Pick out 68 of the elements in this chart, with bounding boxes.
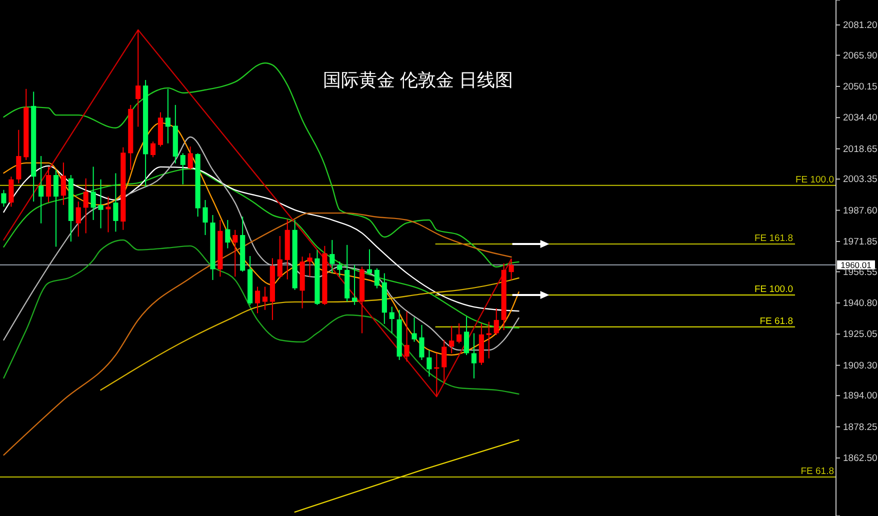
candlestick: [1, 189, 6, 208]
candlestick: [352, 264, 358, 306]
candlestick: [494, 308, 499, 336]
y-tick-label: 1894.00: [843, 390, 878, 402]
line-series: [3, 239, 520, 395]
candlestick: [113, 172, 118, 232]
candlestick: [76, 201, 81, 238]
candlestick: [150, 141, 156, 158]
y-tick-label: 1909.30: [843, 360, 878, 372]
candlestick: [46, 166, 52, 204]
candlestick: [225, 219, 230, 249]
y-tick-label: 1925.05: [843, 329, 878, 340]
ref-line-label: FE 61.8: [800, 466, 834, 477]
candlestick: [419, 324, 424, 360]
ref-line-label: FE 100.0: [754, 284, 793, 296]
line-series: [100, 277, 520, 391]
candlestick: [330, 239, 335, 274]
candlestick: [262, 286, 268, 310]
ref-line-label: FE 61.8: [760, 316, 793, 327]
candlestick: [426, 350, 432, 378]
line-series: [3, 212, 512, 456]
y-tick-label: 2081.20: [843, 20, 878, 31]
candlestick: [449, 325, 454, 354]
line-series: [3, 62, 520, 268]
candlestick: [412, 316, 417, 342]
y-tick-label: 1878.25: [843, 422, 878, 433]
candlestick: [277, 236, 282, 279]
ref-line-label: FE 100.0: [795, 174, 834, 186]
candlestick: [136, 29, 141, 128]
candlestick: [180, 152, 186, 185]
ref-line-label: FE 161.8: [754, 232, 793, 244]
candlestick: [38, 156, 44, 224]
candlestick: [16, 129, 22, 184]
candlestick: [232, 229, 238, 278]
candlestick: [456, 322, 462, 344]
candlestick: [98, 178, 104, 229]
y-tick-label: 1940.80: [843, 298, 878, 309]
candlestick: [53, 170, 59, 248]
y-tick-label: 2065.90: [843, 50, 878, 62]
candlestick: [165, 88, 170, 144]
candlestick: [60, 162, 66, 206]
text: 国际黄金 伦敦金 日线图: [322, 70, 514, 90]
candlestick: [471, 332, 477, 379]
candlestick: [90, 166, 96, 220]
y-tick-label: 1971.85: [843, 236, 878, 248]
candlestick: [374, 268, 380, 289]
candlestick: [254, 286, 260, 314]
candlestick: [464, 316, 470, 356]
candlestick: [337, 261, 342, 278]
ref-line-label: 1960.01: [840, 260, 872, 270]
candlestick: [442, 339, 447, 384]
candlestick: [307, 252, 312, 278]
candlestick: [202, 199, 208, 236]
y-tick-label: 2034.40: [843, 112, 878, 124]
candlestick: [106, 196, 111, 233]
candlestick: [486, 321, 492, 359]
candlestick: [8, 176, 14, 208]
line-series: [3, 29, 512, 398]
y-tick-label: 1862.50: [843, 453, 878, 464]
y-tick-label: 2003.35: [843, 174, 878, 186]
y-tick-label: 2050.15: [843, 81, 878, 92]
candlestick: [404, 311, 410, 362]
candlestick: [508, 258, 514, 280]
candlestick: [389, 306, 394, 334]
y-tick-label: 2018.65: [843, 144, 878, 155]
candlestick: [188, 146, 193, 170]
y-tick-label: 1987.60: [843, 205, 878, 216]
candlestick: [83, 178, 88, 234]
